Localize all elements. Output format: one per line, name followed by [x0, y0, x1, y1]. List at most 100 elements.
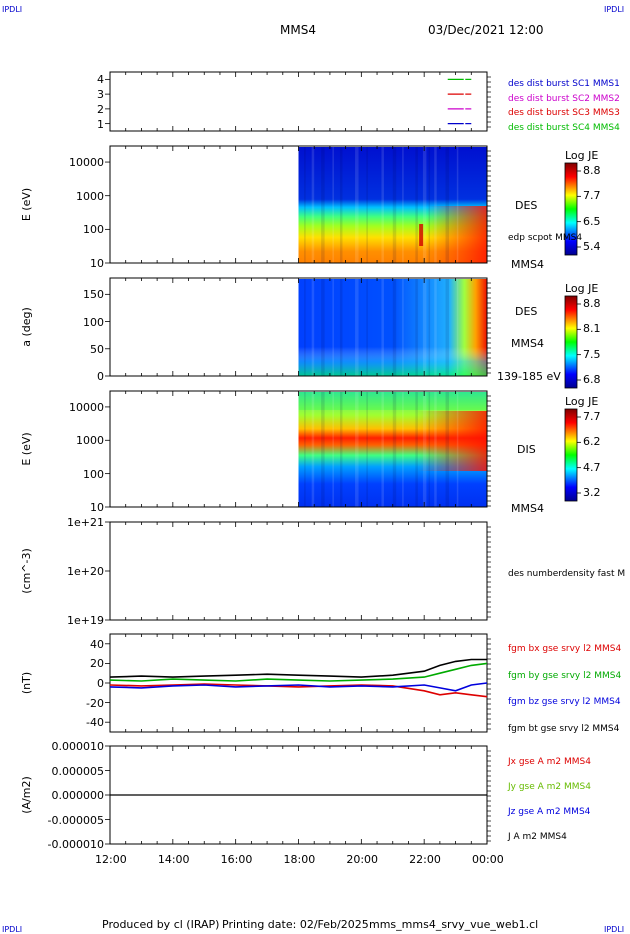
colorbar-tick-label: 7.5: [583, 347, 601, 361]
heatmap-streak: [366, 147, 368, 263]
heatmap-streak: [392, 392, 397, 507]
y-tick-label: 1e+19: [67, 614, 104, 627]
colorbar-tick-label: 8.8: [583, 297, 601, 310]
heatmap-streak: [332, 279, 334, 376]
y-tick-label: 0.000005: [51, 764, 105, 778]
heatmap-streak: [422, 392, 427, 507]
y-tick-label: -0.000010: [47, 838, 104, 851]
y-tick-label: 10: [90, 257, 104, 270]
heatmap-streak: [428, 279, 431, 376]
y-tick-label: 0.000000: [51, 789, 105, 802]
colorbar-tick-label: 8.1: [583, 322, 601, 336]
heatmap-streak: [392, 279, 397, 376]
x-tick-label: 16:00: [220, 853, 253, 866]
panel-label-mms4-pitch: MMS4: [511, 337, 544, 350]
colorbar-tick-label: 6.2: [583, 435, 601, 449]
heatmap-streak: [332, 147, 334, 263]
y-tick-label: -40: [86, 716, 104, 730]
footer-printing-date: Printing date: 02/Feb/2025: [222, 918, 369, 931]
heatmap-streak: [415, 279, 418, 376]
x-tick-label: 22:00: [409, 853, 441, 866]
heatmap-streak: [304, 147, 306, 263]
colorbar-des-energy: [564, 162, 578, 256]
y-tick-label: 1e+20: [67, 565, 104, 578]
y-tick-label: 1: [97, 117, 104, 131]
heatmap-des-energy: [298, 147, 487, 263]
spacecraft-title: MMS4: [280, 23, 316, 37]
heatmap-hot-region: [417, 411, 487, 471]
footer-produced-by: Produced by cl (IRAP): [102, 918, 220, 931]
x-tick-label: 14:00: [157, 853, 190, 866]
heatmap-streak: [456, 147, 459, 263]
y-tick-label: 0.000010: [51, 740, 105, 753]
y-axis-label: E (eV): [20, 188, 33, 221]
y-axis-label: (A/m2): [20, 776, 33, 814]
panel-frame-5: [109, 521, 488, 621]
heatmap-streak: [381, 279, 384, 376]
heatmap-streak: [415, 392, 418, 507]
heatmap-streak: [366, 279, 368, 376]
heatmap-streak: [304, 392, 306, 507]
heatmap-spike: [419, 224, 424, 246]
legend-availability-1: des dist burst SC1 MMS1: [508, 79, 620, 89]
heatmap-streak: [415, 147, 418, 263]
field-line-1: [109, 683, 488, 698]
heatmap-streak: [366, 392, 368, 507]
colorbar-tick-label: 5.4: [583, 240, 601, 253]
y-tick-label: 4: [97, 73, 104, 87]
heatmap-streak: [402, 147, 404, 263]
heatmap-streak: [381, 147, 384, 263]
heatmap-streak: [445, 392, 450, 507]
panel-label-mms4-energy: MMS4: [511, 258, 544, 271]
legend-availability-3: des dist burst SC3 MMS3: [508, 108, 620, 118]
y-tick-label: 100: [83, 223, 104, 237]
y-tick-label: 50: [90, 342, 104, 356]
legend-current-1: Jx gse A m2 MMS4: [508, 757, 591, 767]
heatmap-des-pitch: [298, 279, 487, 376]
colorbar-tick-label: 7.7: [583, 410, 601, 423]
y-tick-label: 10: [90, 501, 104, 514]
heatmap-streak: [339, 147, 343, 263]
y-tick-label: 2: [97, 102, 104, 116]
y-tick-label: 1000: [76, 189, 104, 203]
colorbar-tick-label: 6.8: [583, 373, 601, 386]
heatmap-streak: [311, 392, 315, 507]
heatmap-streak: [381, 392, 384, 507]
colorbar-tick-label: 3.2: [583, 486, 601, 499]
y-tick-label: 150: [83, 288, 104, 302]
heatmap-streak: [428, 147, 431, 263]
footer-filename: mms_mms4_srvy_vue_web1.cl: [369, 918, 539, 931]
heatmap-streak: [402, 392, 404, 507]
heatmap-streak: [332, 392, 334, 507]
heatmap-dis-energy: [298, 392, 487, 507]
x-tick-label: 00:00: [472, 853, 504, 866]
heatmap-streak: [355, 392, 359, 507]
heatmap-streak: [428, 392, 431, 507]
heatmap-streak: [445, 279, 450, 376]
y-axis-label: (nT): [20, 672, 33, 694]
heatmap-streak: [355, 147, 359, 263]
legend-field-4: fgm bt gse srvy l2 MMS4: [508, 723, 620, 734]
y-tick-label: 100: [83, 467, 104, 481]
x-tick-label: 12:00: [95, 853, 127, 866]
legend-field-1: fgm bx gse srvy l2 MMS4: [508, 644, 622, 654]
panel-label-des-energy: DES: [515, 199, 538, 212]
heatmap-streak: [434, 279, 437, 376]
heatmap-streak: [422, 279, 427, 376]
colorbar-des-pitch: [564, 295, 578, 389]
colorbar-title: Log JE: [565, 282, 599, 295]
corner-label-bottom-right: IPDLI: [604, 925, 625, 934]
heatmap-streak: [392, 147, 397, 263]
heatmap-streak: [434, 147, 437, 263]
colorbar-tick-label: 7.7: [583, 189, 601, 203]
corner-label-top-right: IPDLI: [604, 5, 625, 14]
field-line-3: [109, 682, 488, 692]
heatmap-streak: [311, 147, 315, 263]
colorbar-tick-label: 6.5: [583, 214, 601, 228]
y-axis-label: E (eV): [20, 432, 33, 465]
legend-availability-4: des dist burst SC4 MMS4: [508, 122, 620, 133]
heatmap-streak: [321, 392, 325, 507]
heatmap-streak: [434, 392, 437, 507]
heatmap-streak: [339, 279, 343, 376]
